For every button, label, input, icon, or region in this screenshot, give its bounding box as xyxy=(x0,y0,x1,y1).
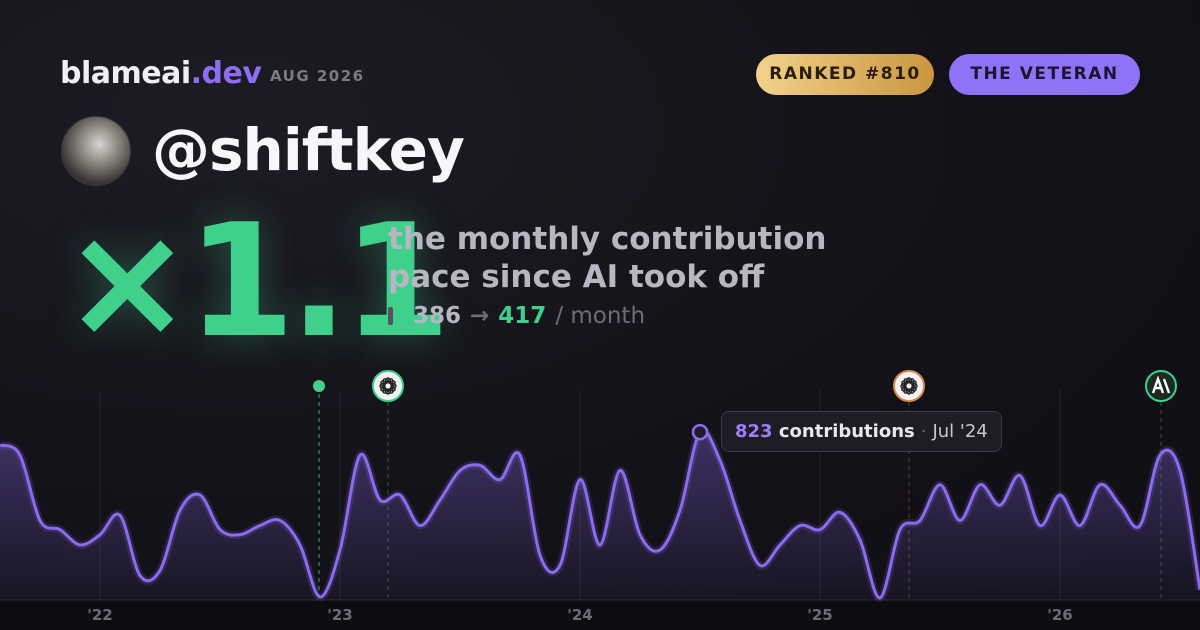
event-dot xyxy=(313,380,325,392)
chart: '22 '23 '24 '25 '26 xyxy=(0,370,1200,630)
caption-line: the monthly contribution xyxy=(388,221,827,257)
title-badge: THE VETERAN xyxy=(949,54,1140,95)
pace-icon xyxy=(388,307,402,325)
pace: 386 → 417 / month xyxy=(388,303,645,329)
avatar xyxy=(61,116,131,186)
rank-badge: RANKED #810 xyxy=(756,54,934,95)
event-icon xyxy=(372,370,404,402)
logo-petal xyxy=(901,380,917,392)
pace-before: 386 xyxy=(413,303,462,329)
axis-strip xyxy=(0,600,1200,630)
brand-name: blameai xyxy=(60,56,191,91)
x-tick-label: '25 xyxy=(807,606,832,624)
brand-suffix: .dev xyxy=(190,56,262,91)
x-tick-label: '24 xyxy=(567,606,592,624)
area xyxy=(0,430,1200,600)
logo-petal xyxy=(380,380,396,392)
pace-arrow: → xyxy=(470,303,490,329)
brand[interactable]: blameai.dev xyxy=(60,56,262,91)
x-tick-label: '22 xyxy=(87,606,112,624)
pace-unit: / month xyxy=(555,303,646,329)
pace-after: 417 xyxy=(498,303,547,329)
line xyxy=(0,428,1200,600)
logo-mark xyxy=(1151,375,1171,394)
x-tick-label: '23 xyxy=(327,606,352,624)
tooltip-separator: · xyxy=(920,421,927,442)
x-tick-label: '26 xyxy=(1047,606,1072,624)
tooltip: 823 contributions · Jul '24 xyxy=(721,411,1002,452)
tooltip-date: Jul '24 xyxy=(932,421,988,442)
caption: the monthly contribution pace since AI t… xyxy=(388,220,828,296)
event-icon xyxy=(893,370,925,402)
date: AUG 2026 xyxy=(270,67,365,85)
tooltip-value: 823 xyxy=(735,421,773,442)
handle: @shiftkey xyxy=(152,116,465,184)
multiplier: ×1.1 xyxy=(62,190,451,372)
highlight-point xyxy=(691,423,709,441)
tooltip-label: contributions xyxy=(778,421,915,442)
caption-line: pace since AI took off xyxy=(388,259,765,295)
